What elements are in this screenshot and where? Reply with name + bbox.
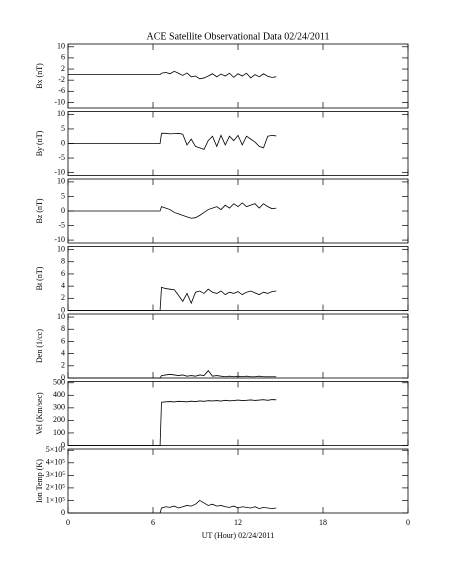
y-tick-label: 10 — [57, 42, 65, 51]
y-axis-label: Bt (nT) — [35, 266, 44, 290]
x-tick-label: 0 — [66, 518, 70, 527]
y-tick-label: 400 — [53, 390, 65, 399]
y-tick-label: -10 — [54, 235, 65, 244]
x-tick-label: 0 — [406, 518, 410, 527]
y-tick-label: 500 — [53, 378, 65, 387]
y-tick-label: 2 — [61, 64, 65, 73]
y-tick-label: 4 — [61, 281, 65, 290]
y-tick-label: 10 — [57, 244, 65, 253]
x-tick-label: 18 — [319, 518, 327, 527]
panel-frame — [67, 313, 409, 379]
y-tick-label: 0 — [61, 138, 65, 147]
y-tick-label: 8 — [61, 324, 65, 333]
data-line — [68, 132, 277, 150]
y-tick-label: 4 — [61, 348, 65, 357]
y-tick-label: 2 — [61, 361, 65, 370]
y-axis-label: Bx (nT) — [35, 63, 44, 89]
y-tick-label: 100 — [53, 428, 65, 437]
data-line — [68, 202, 277, 219]
data-line — [68, 399, 277, 446]
chart-title: ACE Satellite Observational Data 02/24/2… — [147, 31, 330, 42]
y-tick-label: 8 — [61, 257, 65, 266]
y-tick-label: 2×10⁵ — [46, 483, 66, 492]
y-tick-label: 0 — [61, 206, 65, 215]
y-tick-label: -5 — [58, 220, 65, 229]
panel-frame — [67, 448, 409, 514]
y-tick-label: 6 — [61, 53, 65, 62]
data-line — [68, 70, 277, 80]
panel-frame — [67, 43, 409, 109]
y-axis-label: Bz (nT) — [35, 198, 44, 223]
y-tick-label: 200 — [53, 415, 65, 424]
y-tick-label: 5×10⁵ — [46, 445, 66, 454]
y-tick-label: 0 — [61, 440, 65, 449]
y-tick-label: 10 — [57, 312, 65, 321]
data-line — [68, 370, 277, 379]
x-tick-label: 12 — [234, 518, 242, 527]
y-tick-label: 300 — [53, 403, 65, 412]
y-tick-label: 0 — [61, 373, 65, 382]
panel-frame — [67, 246, 409, 311]
x-axis-label: UT (Hour) 02/24/2011 — [202, 531, 274, 540]
y-tick-label: -2 — [58, 75, 65, 84]
y-axis-label: Den (1/cc) — [35, 329, 44, 363]
y-tick-label: 4×10⁵ — [46, 458, 66, 467]
y-tick-label: 1×10⁵ — [46, 495, 66, 504]
y-tick-label: 0 — [61, 508, 65, 517]
y-tick-label: -5 — [58, 153, 65, 162]
y-axis-label: Ion Temp (K) — [35, 459, 44, 503]
y-tick-label: -10 — [54, 97, 65, 106]
data-line — [68, 499, 277, 514]
y-tick-label: 10 — [57, 109, 65, 118]
x-tick-label: 6 — [151, 518, 155, 527]
y-tick-label: 6 — [61, 269, 65, 278]
y-tick-label: -6 — [58, 86, 65, 95]
y-axis-label: Vel (Km/sec) — [35, 392, 44, 435]
y-tick-label: 0 — [61, 305, 65, 314]
y-tick-label: 5 — [61, 124, 65, 133]
y-tick-label: -10 — [54, 167, 65, 176]
y-tick-label: 6 — [61, 336, 65, 345]
y-tick-label: 2 — [61, 293, 65, 302]
data-line — [68, 286, 277, 311]
y-tick-label: 5 — [61, 191, 65, 200]
y-tick-label: 3×10⁵ — [46, 470, 66, 479]
y-tick-label: 10 — [57, 177, 65, 186]
y-axis-label: By (nT) — [35, 130, 44, 156]
panel-frame — [67, 381, 409, 446]
